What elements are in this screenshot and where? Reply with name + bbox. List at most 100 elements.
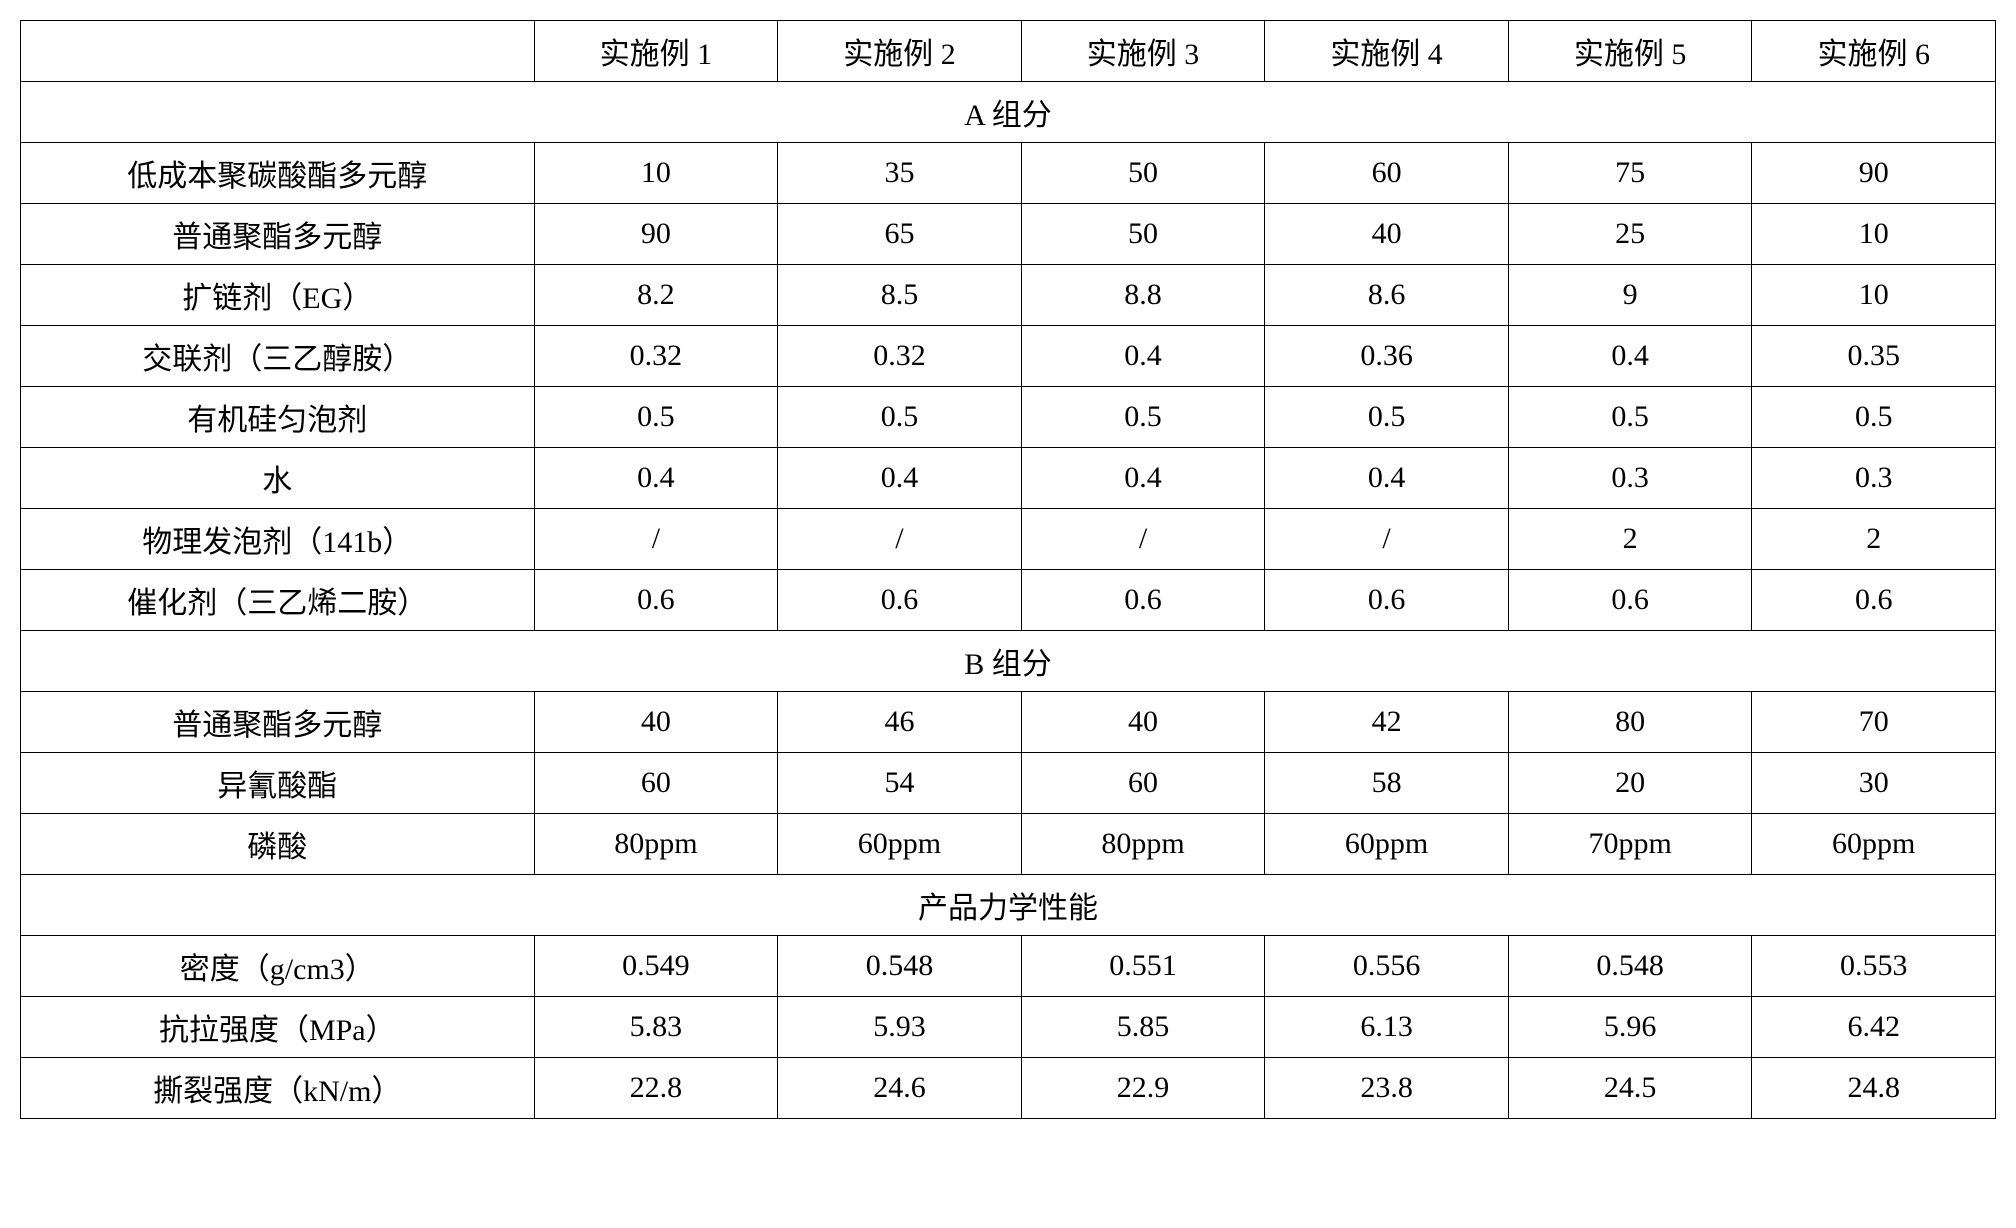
cell: 46 [778, 692, 1022, 753]
row-label: 普通聚酯多元醇 [21, 204, 535, 265]
row-label: 普通聚酯多元醇 [21, 692, 535, 753]
cell: 0.556 [1265, 936, 1509, 997]
cell: 60ppm [1752, 814, 1996, 875]
table-row: 有机硅匀泡剂 0.5 0.5 0.5 0.5 0.5 0.5 [21, 387, 1996, 448]
cell: 5.83 [534, 997, 778, 1058]
header-col4: 实施例 4 [1265, 21, 1509, 82]
row-label: 物理发泡剂（141b） [21, 509, 535, 570]
row-label: 异氰酸酯 [21, 753, 535, 814]
cell: 25 [1508, 204, 1752, 265]
cell: 0.6 [1265, 570, 1509, 631]
cell: / [534, 509, 778, 570]
cell: 0.6 [1021, 570, 1265, 631]
cell: 2 [1752, 509, 1996, 570]
cell: 0.5 [1508, 387, 1752, 448]
cell: 30 [1752, 753, 1996, 814]
cell: 10 [534, 143, 778, 204]
cell: 8.2 [534, 265, 778, 326]
cell: 54 [778, 753, 1022, 814]
section-b-header-row: B 组分 [21, 631, 1996, 692]
header-col1: 实施例 1 [534, 21, 778, 82]
cell: 0.551 [1021, 936, 1265, 997]
cell: 8.6 [1265, 265, 1509, 326]
table-row: 抗拉强度（MPa） 5.83 5.93 5.85 6.13 5.96 6.42 [21, 997, 1996, 1058]
cell: 10 [1752, 265, 1996, 326]
row-label: 低成本聚碳酸酯多元醇 [21, 143, 535, 204]
cell: 24.8 [1752, 1058, 1996, 1119]
header-col6: 实施例 6 [1752, 21, 1996, 82]
cell: 65 [778, 204, 1022, 265]
table-row: 密度（g/cm3） 0.549 0.548 0.551 0.556 0.548 … [21, 936, 1996, 997]
cell: 8.8 [1021, 265, 1265, 326]
cell: 90 [534, 204, 778, 265]
cell: 0.548 [778, 936, 1022, 997]
cell: 60ppm [778, 814, 1022, 875]
row-label: 密度（g/cm3） [21, 936, 535, 997]
section-c-title: 产品力学性能 [21, 875, 1996, 936]
cell: 0.4 [1021, 326, 1265, 387]
cell: 90 [1752, 143, 1996, 204]
row-label: 抗拉强度（MPa） [21, 997, 535, 1058]
cell: 80ppm [1021, 814, 1265, 875]
table-row: 扩链剂（EG） 8.2 8.5 8.8 8.6 9 10 [21, 265, 1996, 326]
cell: 5.96 [1508, 997, 1752, 1058]
cell: 6.13 [1265, 997, 1509, 1058]
section-a-header-row: A 组分 [21, 82, 1996, 143]
cell: 0.4 [534, 448, 778, 509]
cell: 40 [1021, 692, 1265, 753]
table-row: 异氰酸酯 60 54 60 58 20 30 [21, 753, 1996, 814]
table-row: 催化剂（三乙烯二胺） 0.6 0.6 0.6 0.6 0.6 0.6 [21, 570, 1996, 631]
cell: 40 [1265, 204, 1509, 265]
cell: 0.5 [1265, 387, 1509, 448]
cell: 40 [534, 692, 778, 753]
cell: 8.5 [778, 265, 1022, 326]
cell: 22.9 [1021, 1058, 1265, 1119]
data-table: 实施例 1 实施例 2 实施例 3 实施例 4 实施例 5 实施例 6 A 组分… [20, 20, 1996, 1119]
row-label: 撕裂强度（kN/m） [21, 1058, 535, 1119]
cell: 5.85 [1021, 997, 1265, 1058]
cell: 5.93 [778, 997, 1022, 1058]
cell: 0.5 [778, 387, 1022, 448]
row-label: 催化剂（三乙烯二胺） [21, 570, 535, 631]
cell: / [778, 509, 1022, 570]
table-row: 磷酸 80ppm 60ppm 80ppm 60ppm 70ppm 60ppm [21, 814, 1996, 875]
cell: 70 [1752, 692, 1996, 753]
section-c-header-row: 产品力学性能 [21, 875, 1996, 936]
header-blank [21, 21, 535, 82]
cell: 0.553 [1752, 936, 1996, 997]
cell: 80 [1508, 692, 1752, 753]
cell: 0.32 [534, 326, 778, 387]
data-table-container: 实施例 1 实施例 2 实施例 3 实施例 4 实施例 5 实施例 6 A 组分… [20, 20, 1996, 1119]
table-row: 普通聚酯多元醇 90 65 50 40 25 10 [21, 204, 1996, 265]
cell: 24.6 [778, 1058, 1022, 1119]
cell: 0.6 [534, 570, 778, 631]
cell: 0.4 [778, 448, 1022, 509]
cell: 0.5 [1752, 387, 1996, 448]
cell: 50 [1021, 204, 1265, 265]
cell: 60 [1265, 143, 1509, 204]
cell: 0.4 [1265, 448, 1509, 509]
section-b-title: B 组分 [21, 631, 1996, 692]
cell: 60 [534, 753, 778, 814]
table-row: 撕裂强度（kN/m） 22.8 24.6 22.9 23.8 24.5 24.8 [21, 1058, 1996, 1119]
cell: 10 [1752, 204, 1996, 265]
row-label: 水 [21, 448, 535, 509]
cell: 50 [1021, 143, 1265, 204]
cell: 0.548 [1508, 936, 1752, 997]
cell: 0.6 [778, 570, 1022, 631]
cell: 0.6 [1508, 570, 1752, 631]
cell: / [1265, 509, 1509, 570]
cell: 23.8 [1265, 1058, 1509, 1119]
table-row: 交联剂（三乙醇胺） 0.32 0.32 0.4 0.36 0.4 0.35 [21, 326, 1996, 387]
cell: 0.5 [1021, 387, 1265, 448]
header-col3: 实施例 3 [1021, 21, 1265, 82]
row-label: 有机硅匀泡剂 [21, 387, 535, 448]
cell: 0.36 [1265, 326, 1509, 387]
cell: 0.549 [534, 936, 778, 997]
cell: 0.6 [1752, 570, 1996, 631]
cell: / [1021, 509, 1265, 570]
cell: 35 [778, 143, 1022, 204]
table-row: 低成本聚碳酸酯多元醇 10 35 50 60 75 90 [21, 143, 1996, 204]
cell: 0.4 [1021, 448, 1265, 509]
header-col5: 实施例 5 [1508, 21, 1752, 82]
